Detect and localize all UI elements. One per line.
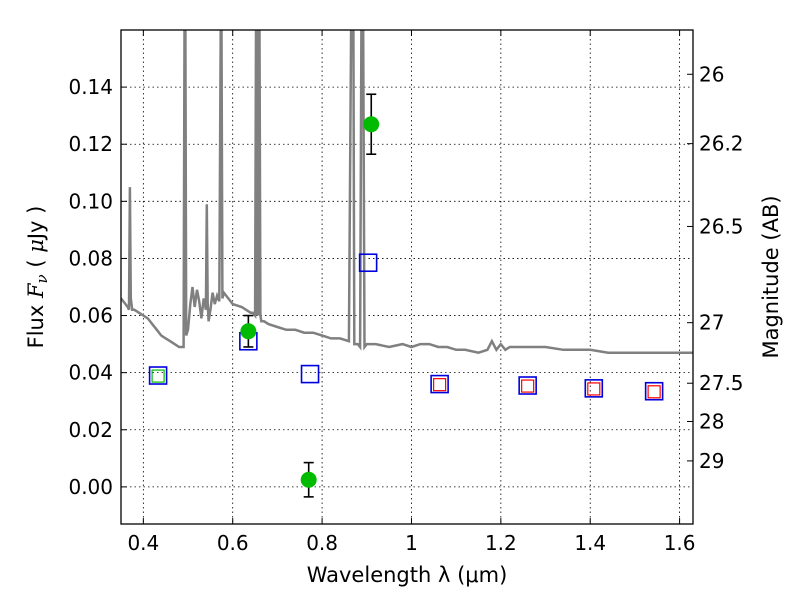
tick-marks <box>121 30 693 524</box>
secondary-photometry-marker <box>647 385 661 399</box>
y-tick-label: 0.04 <box>68 361 113 385</box>
y-tick-label: 0.00 <box>68 475 113 499</box>
y-tick-label: 0.12 <box>68 132 113 156</box>
model-photometry-marker <box>518 376 537 395</box>
secondary-y-tick-label: 29 <box>699 449 724 473</box>
y-tick-label: 0.02 <box>68 418 113 442</box>
secondary-y-tick-label: 26.5 <box>699 214 744 238</box>
model-photometry-marker <box>584 379 604 398</box>
plot-area <box>121 30 693 498</box>
model-photometry-marker <box>644 381 664 401</box>
secondary-photometry-marker <box>521 379 535 393</box>
x-tick-label: 0.4 <box>127 531 159 555</box>
secondary-y-tick-label: 27 <box>699 311 724 335</box>
observed-flux-point <box>300 471 317 488</box>
grid <box>121 30 693 524</box>
x-tick-label: 1.2 <box>485 531 517 555</box>
y-tick-label: 0.08 <box>68 246 113 270</box>
model-photometry-marker <box>358 253 378 273</box>
model-photometry-marker <box>300 364 320 384</box>
observed-flux-point <box>363 116 380 133</box>
x-tick-label: 1.6 <box>664 531 696 555</box>
model-photometry-marker <box>430 374 449 394</box>
data-markers <box>148 116 664 488</box>
plot-frame <box>120 29 694 525</box>
secondary-y-tick-label: 27.5 <box>699 371 744 395</box>
y-tick-label: 0.10 <box>68 189 113 213</box>
model-photometry-marker <box>148 366 168 385</box>
tick-labels: 0.4 0.6 0.8 1 1.2 1.4 1.6 0.00 0.02 0.04 0.06 0.08 0… <box>68 62 743 555</box>
y-tick-label: 0.06 <box>68 304 113 328</box>
secondary-y-tick-label: 26.2 <box>699 132 744 156</box>
y-tick-label: 0.14 <box>68 75 113 99</box>
secondary-photometry-marker <box>587 382 601 396</box>
x-tick-label: 0.8 <box>306 531 338 555</box>
x-tick-label: 1 <box>405 531 418 555</box>
x-tick-label: 0.6 <box>217 531 249 555</box>
y-axis-label: Flux Fν ( μJy ) <box>24 206 51 349</box>
secondary-y-tick-label: 26 <box>699 62 724 86</box>
secondary-y-tick-label: 28 <box>699 409 724 433</box>
model-spectrum-line <box>121 30 693 354</box>
secondary-photometry-marker <box>433 378 447 392</box>
x-axis-label: Wavelength λ (μm) <box>307 563 508 587</box>
error-bars <box>243 93 377 498</box>
secondary-y-axis-label: Magnitude (AB) <box>759 195 783 358</box>
observed-flux-point <box>240 323 257 340</box>
secondary-photometry-marker <box>151 369 165 383</box>
x-tick-label: 1.4 <box>574 531 606 555</box>
